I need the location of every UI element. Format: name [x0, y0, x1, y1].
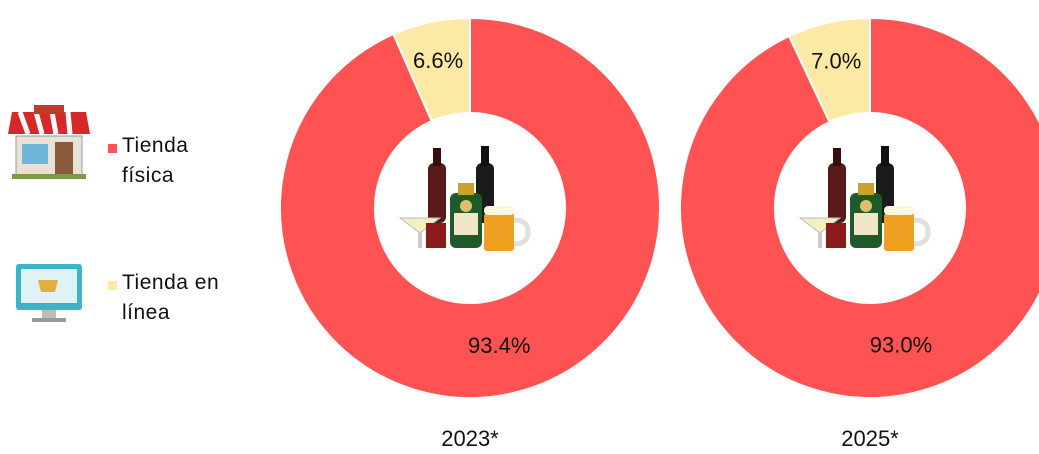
- value-label: 6.6%: [413, 48, 463, 73]
- chart-label: 2023*: [441, 426, 499, 451]
- chart-label: 2025*: [841, 426, 899, 451]
- donut-segment: [679, 16, 1039, 399]
- donut-segment: [392, 16, 471, 123]
- donut-segment: [279, 16, 661, 399]
- donut-segment: [787, 16, 871, 124]
- value-label: 93.0%: [870, 332, 932, 357]
- monitor-icon: [16, 264, 82, 322]
- value-label: 7.0%: [811, 49, 861, 74]
- legend-label: Tienda física: [122, 134, 189, 187]
- legend-swatch: [108, 144, 117, 153]
- legend-swatch: [108, 281, 117, 290]
- store-icon: [8, 105, 90, 179]
- bottles-icon: [400, 146, 528, 251]
- bottles-icon: [800, 146, 928, 251]
- value-label: 93.4%: [468, 333, 530, 358]
- legend-label: Tienda en línea: [122, 271, 220, 324]
